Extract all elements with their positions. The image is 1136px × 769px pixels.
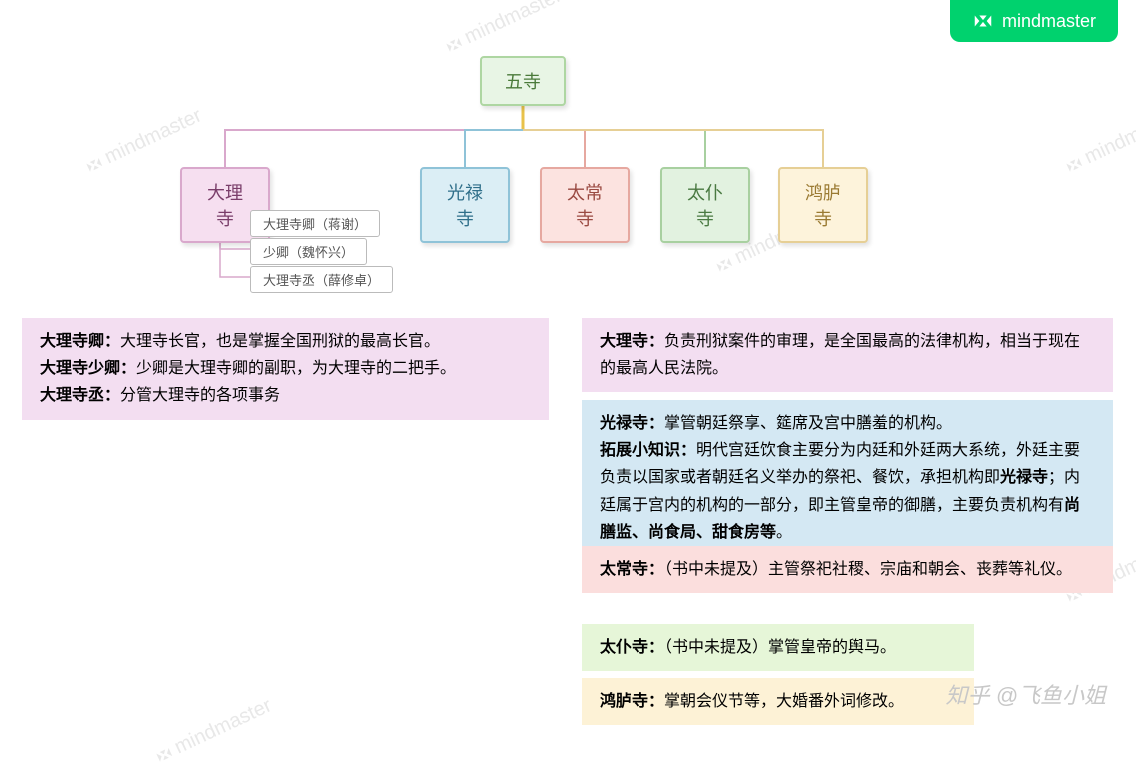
zhihu-watermark: 知乎 @飞鱼小姐 [946,678,1106,710]
watermark: mindmaster [1061,104,1136,178]
tree-subnode[interactable]: 少卿（魏怀兴） [250,238,367,265]
right-infobox: 太仆寺：（书中未提及）掌管皇帝的舆马。 [582,624,974,671]
info-label: 大理寺： [600,333,664,350]
tree-child[interactable]: 鸿胪寺 [778,167,868,243]
info-text: 掌管朝廷祭享、筵席及宫中膳羞的机构。 [664,415,952,432]
tree-child[interactable]: 太仆寺 [660,167,750,243]
info-row: 太仆寺：（书中未提及）掌管皇帝的舆马。 [600,634,956,661]
left-infobox: 大理寺卿：大理寺长官，也是掌握全国刑狱的最高长官。大理寺少卿：少卿是大理寺卿的副… [22,318,549,420]
info-label: 大理寺丞： [40,387,120,404]
info-row: 拓展小知识：明代宫廷饮食主要分为内廷和外廷两大系统，外廷主要负责以国家或者朝廷名… [600,437,1095,546]
info-text: 少卿是大理寺卿的副职，为大理寺的二把手。 [136,360,456,377]
tree-root[interactable]: 五寺 [480,56,566,106]
info-label: 大理寺卿： [40,333,120,350]
info-label: 太仆寺： [600,639,664,656]
watermark: mindmaster [151,694,275,768]
watermark: mindmaster [441,0,565,59]
info-row: 太常寺：（书中未提及）主管祭祀社稷、宗庙和朝会、丧葬等礼仪。 [600,556,1095,583]
info-text: （书中未提及）掌管皇帝的舆马。 [664,639,896,656]
tree-connectors [0,0,1136,300]
mindmaster-logo: mindmaster [950,0,1118,42]
info-label: 光禄寺： [600,415,664,432]
info-row: 大理寺卿：大理寺长官，也是掌握全国刑狱的最高长官。 [40,328,531,355]
tree-child[interactable]: 太常寺 [540,167,630,243]
right-infobox: 太常寺：（书中未提及）主管祭祀社稷、宗庙和朝会、丧葬等礼仪。 [582,546,1113,593]
info-label: 大理寺少卿： [40,360,136,377]
info-label: 太常寺： [600,561,664,578]
info-text: 负责刑狱案件的审理，是全国最高的法律机构，相当于现在的最高人民法院。 [600,333,1080,377]
right-infobox: 鸿胪寺：掌朝会仪节等，大婚番外词修改。 [582,678,974,725]
right-infobox: 光禄寺：掌管朝廷祭享、筵席及宫中膳羞的机构。拓展小知识：明代宫廷饮食主要分为内廷… [582,400,1113,556]
right-infobox: 大理寺：负责刑狱案件的审理，是全国最高的法律机构，相当于现在的最高人民法院。 [582,318,1113,392]
tree-child[interactable]: 光禄寺 [420,167,510,243]
tree-subnode[interactable]: 大理寺卿（蒋谢） [250,210,380,237]
info-label: 鸿胪寺： [600,693,664,710]
info-text: （书中未提及）主管祭祀社稷、宗庙和朝会、丧葬等礼仪。 [664,561,1072,578]
tree-subnode[interactable]: 大理寺丞（薛修卓） [250,266,393,293]
info-row: 大理寺丞：分管大理寺的各项事务 [40,382,531,409]
info-row: 大理寺少卿：少卿是大理寺卿的副职，为大理寺的二把手。 [40,355,531,382]
info-row: 光禄寺：掌管朝廷祭享、筵席及宫中膳羞的机构。 [600,410,1095,437]
info-text: 分管大理寺的各项事务 [120,387,280,404]
info-label: 拓展小知识： [600,442,696,459]
info-text: 大理寺长官，也是掌握全国刑狱的最高长官。 [120,333,440,350]
logo-icon [972,10,994,32]
info-row: 大理寺：负责刑狱案件的审理，是全国最高的法律机构，相当于现在的最高人民法院。 [600,328,1095,382]
info-row: 鸿胪寺：掌朝会仪节等，大婚番外词修改。 [600,688,956,715]
info-text: 掌朝会仪节等，大婚番外词修改。 [664,693,904,710]
logo-text: mindmaster [1002,11,1096,32]
